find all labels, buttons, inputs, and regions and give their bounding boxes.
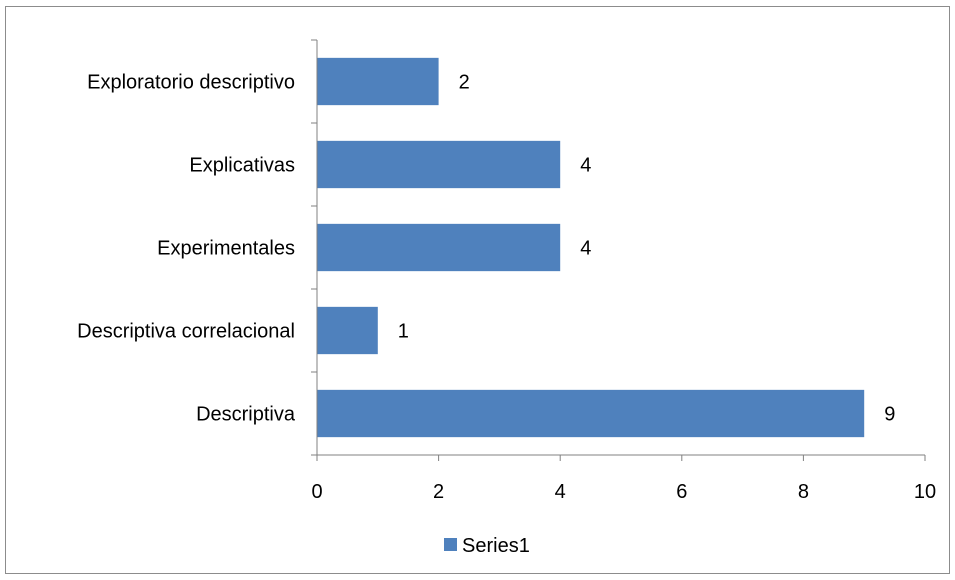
- data-label-explicativas: 4: [580, 155, 591, 177]
- data-label-descriptiva: 9: [884, 404, 895, 426]
- category-label-explicativas: Explicativas: [189, 155, 295, 177]
- x-tick-label-0: 0: [311, 481, 322, 503]
- bar-descriptiva-correlacional: [317, 306, 378, 355]
- bars-layer: [317, 57, 865, 438]
- x-tick-label-8: 8: [798, 481, 809, 503]
- legend-swatch: [444, 538, 457, 551]
- labels-layer: Exploratorio descriptivo 2 Explicativas 4 Ex…: [77, 72, 936, 504]
- category-label-descriptiva: Descriptiva: [196, 404, 296, 426]
- data-label-experimentales: 4: [580, 238, 591, 260]
- category-label-experimentales: Experimentales: [157, 238, 295, 260]
- category-label-exploratorio-descriptivo: Exploratorio descriptivo: [87, 72, 295, 94]
- data-label-descriptiva-correlacional: 1: [398, 321, 409, 343]
- category-label-descriptiva-correlacional: Descriptiva correlacional: [77, 321, 295, 343]
- bar-experimentales: [317, 223, 561, 272]
- chart-frame: [5, 6, 950, 574]
- legend: Series1: [444, 535, 530, 557]
- axes-layer: [311, 39, 926, 461]
- bar-descriptiva: [317, 389, 865, 438]
- x-tick-label-4: 4: [555, 481, 566, 503]
- data-label-exploratorio-descriptivo: 2: [459, 72, 470, 94]
- bar-exploratorio-descriptivo: [317, 57, 439, 106]
- legend-label: Series1: [462, 535, 530, 557]
- bar-explicativas: [317, 140, 561, 189]
- x-tick-label-6: 6: [676, 481, 687, 503]
- x-tick-label-2: 2: [433, 481, 444, 503]
- x-tick-label-10: 10: [914, 481, 936, 503]
